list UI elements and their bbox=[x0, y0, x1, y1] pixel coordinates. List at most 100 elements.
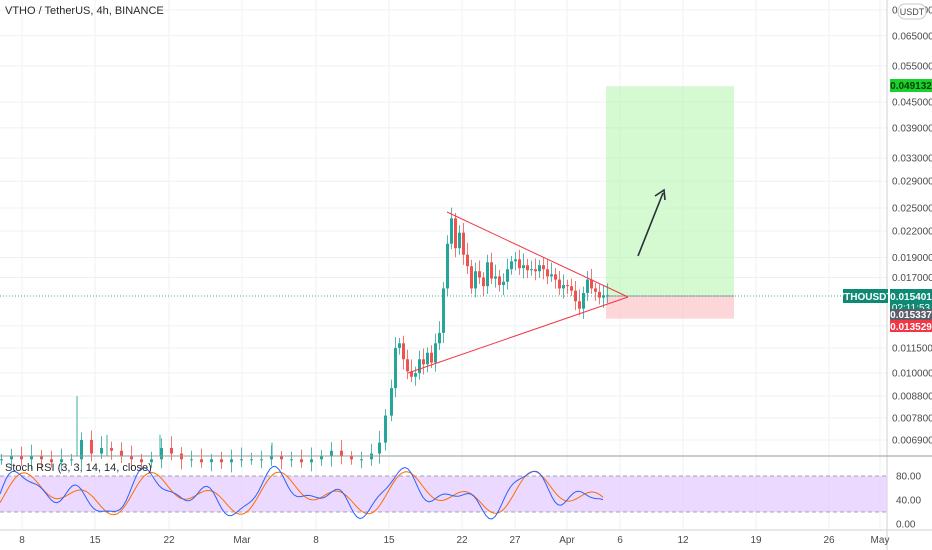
up-arrow[interactable] bbox=[637, 188, 666, 257]
candle-body bbox=[550, 274, 553, 277]
arrow-head bbox=[654, 188, 666, 201]
stoch-k-line bbox=[0, 465, 604, 520]
candle-body bbox=[482, 277, 485, 287]
time-axis-ticks[interactable]: 8 15 22 Mar 8 15 22 27 Apr 6 12 19 26 May bbox=[19, 535, 889, 546]
candle-body bbox=[100, 448, 103, 454]
candle-body bbox=[554, 274, 557, 280]
grid bbox=[0, 0, 887, 530]
candle-body bbox=[384, 415, 387, 443]
symbol-price-tag: VTHOUSDT bbox=[838, 289, 893, 303]
candle-body bbox=[320, 456, 323, 460]
candle-body bbox=[502, 281, 505, 286]
target-zone[interactable] bbox=[606, 86, 734, 296]
candle-body bbox=[40, 456, 43, 460]
candle-body bbox=[220, 459, 223, 463]
candle-body bbox=[594, 288, 597, 292]
target-price-tag: 0.049132 bbox=[890, 79, 932, 92]
candle-body bbox=[90, 440, 93, 454]
candle-body bbox=[558, 279, 561, 289]
price-tick-label: 0.033000 bbox=[892, 153, 932, 164]
stoch-d-line bbox=[0, 470, 604, 516]
candle-body bbox=[514, 259, 517, 262]
stoch-tick-label: 40.00 bbox=[896, 496, 921, 507]
candle-body bbox=[200, 459, 203, 463]
candle-body bbox=[280, 456, 283, 460]
time-tick-label: 8 bbox=[313, 535, 319, 546]
svg-text:02:11:53: 02:11:53 bbox=[892, 303, 931, 314]
price-tick-label: 0.010000 bbox=[892, 369, 932, 380]
candle-body bbox=[300, 459, 303, 463]
candle-body bbox=[434, 343, 437, 363]
candle-body bbox=[506, 269, 509, 282]
candle-body bbox=[530, 269, 533, 271]
candle-body bbox=[538, 265, 541, 272]
candle-body bbox=[578, 301, 581, 309]
price-tick-label: 0.008800 bbox=[892, 392, 932, 403]
position-zones[interactable] bbox=[606, 86, 734, 319]
candle-body bbox=[426, 352, 429, 365]
candle-body bbox=[20, 456, 23, 460]
candle-body bbox=[518, 259, 521, 269]
time-tick-label: 26 bbox=[823, 535, 835, 546]
candle-body bbox=[402, 343, 405, 360]
time-tick-label: 22 bbox=[163, 535, 175, 546]
price-tick-label: 0.006900 bbox=[892, 436, 932, 447]
price-tick-label: 0.065000 bbox=[892, 31, 932, 42]
stoch-tick-label: 80.00 bbox=[896, 472, 921, 483]
time-tick-label: May bbox=[871, 535, 890, 546]
candle-body bbox=[50, 459, 53, 463]
time-tick-label: 8 bbox=[19, 535, 25, 546]
stop-price-tag: 0.013529 bbox=[890, 320, 932, 333]
currency-label: USDT bbox=[900, 7, 925, 17]
candle-body bbox=[160, 448, 163, 460]
candle-body bbox=[522, 265, 525, 269]
candle-body bbox=[498, 276, 501, 286]
candle-body bbox=[398, 343, 401, 348]
candle-body bbox=[602, 295, 605, 298]
price-tick-label: 0.011500 bbox=[892, 343, 932, 354]
price-tick-label: 0.045000 bbox=[892, 98, 932, 109]
candle-body bbox=[582, 292, 585, 309]
candle-body bbox=[30, 456, 33, 460]
candle-body bbox=[490, 262, 493, 279]
stop-zone[interactable] bbox=[606, 296, 734, 319]
candle-body bbox=[590, 279, 593, 289]
candle-body bbox=[442, 288, 445, 333]
price-tick-label: 0.019000 bbox=[892, 253, 932, 264]
candle-body bbox=[260, 459, 263, 461]
arrow-shaft[interactable] bbox=[637, 192, 664, 257]
candle-body bbox=[574, 290, 577, 302]
secondary-price-tag: 0.015337 bbox=[890, 309, 932, 321]
candle-body bbox=[430, 352, 433, 363]
candle-body bbox=[410, 371, 413, 377]
currency-button[interactable]: USDT bbox=[897, 3, 927, 20]
candle-body bbox=[406, 359, 409, 372]
candle-body bbox=[586, 279, 589, 293]
time-tick-label: 6 bbox=[617, 535, 623, 546]
candle-body bbox=[230, 459, 233, 463]
time-tick-label: Apr bbox=[559, 535, 575, 546]
time-tick-label: 15 bbox=[89, 535, 101, 546]
symmetrical-triangle[interactable] bbox=[407, 211, 629, 374]
svg-text:VTHOUSDT: VTHOUSDT bbox=[838, 292, 893, 303]
svg-text:0.013529: 0.013529 bbox=[890, 322, 932, 333]
price-tick-label: 0.022000 bbox=[892, 227, 932, 238]
triangle-lower-line[interactable] bbox=[407, 296, 629, 374]
candle-body bbox=[250, 459, 253, 461]
time-tick-label: 15 bbox=[383, 535, 395, 546]
candle-body bbox=[462, 232, 465, 255]
candle-body bbox=[140, 459, 143, 463]
svg-text:0.015401: 0.015401 bbox=[890, 292, 932, 303]
triangle-upper-line[interactable] bbox=[446, 211, 629, 298]
stoch-rsi-pane[interactable] bbox=[0, 465, 887, 520]
candle-body bbox=[10, 456, 13, 460]
time-tick-label: 12 bbox=[677, 535, 689, 546]
svg-text:0.049132: 0.049132 bbox=[890, 81, 932, 92]
candle-body bbox=[466, 254, 469, 267]
price-tick-label: 0.025000 bbox=[892, 203, 932, 214]
candle-body bbox=[542, 265, 545, 270]
candle-body bbox=[454, 218, 457, 249]
candle-body bbox=[534, 269, 537, 272]
